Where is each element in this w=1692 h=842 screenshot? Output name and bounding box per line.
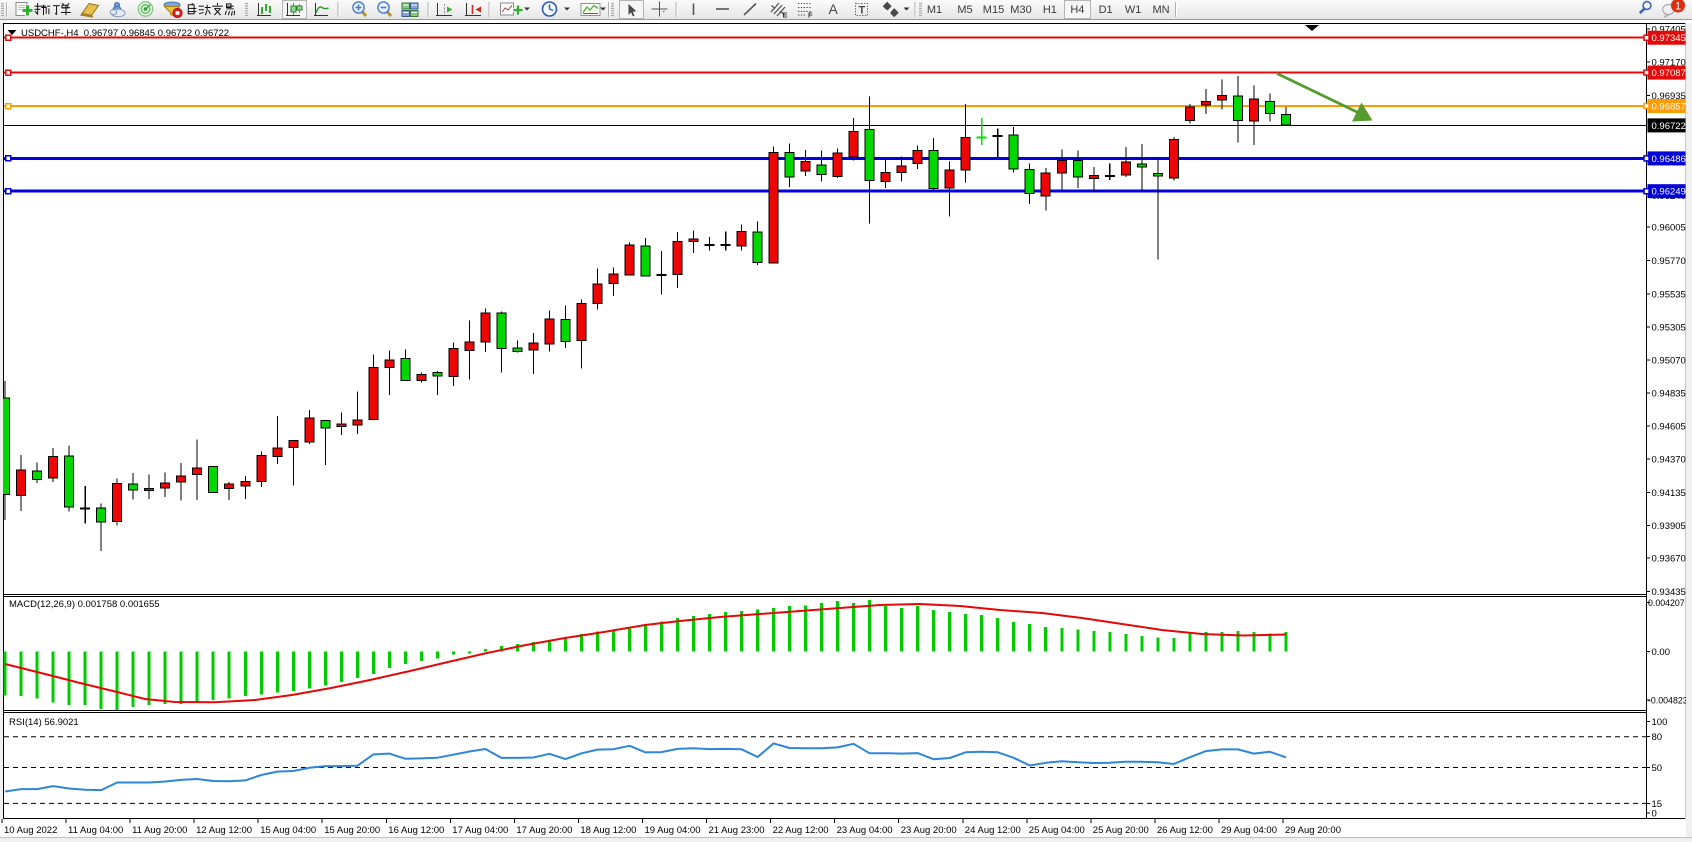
svg-text:23 Aug 20:00: 23 Aug 20:00: [901, 825, 957, 836]
svg-text:0.94370: 0.94370: [1652, 455, 1686, 466]
svg-text:29 Aug 04:00: 29 Aug 04:00: [1221, 825, 1277, 836]
svg-text:0.93435: 0.93435: [1652, 587, 1686, 598]
svg-text:0.96722: 0.96722: [1652, 121, 1686, 132]
svg-text:0.96249: 0.96249: [1652, 187, 1686, 198]
svg-text:0.96857: 0.96857: [1652, 102, 1686, 113]
svg-text:0: 0: [1652, 809, 1657, 820]
svg-text:W1: W1: [1125, 4, 1142, 16]
svg-text:D1: D1: [1099, 4, 1113, 16]
svg-text:0.97345: 0.97345: [1652, 33, 1686, 44]
svg-text:17 Aug 04:00: 17 Aug 04:00: [452, 825, 508, 836]
svg-text:0.96935: 0.96935: [1652, 91, 1686, 102]
svg-text:12 Aug 12:00: 12 Aug 12:00: [196, 825, 252, 836]
svg-text:0.00: 0.00: [1652, 647, 1671, 658]
svg-text:H1: H1: [1043, 4, 1057, 16]
svg-text:0.97405: 0.97405: [1652, 24, 1686, 35]
svg-text:25 Aug 20:00: 25 Aug 20:00: [1093, 825, 1149, 836]
svg-text:0.94135: 0.94135: [1652, 488, 1686, 499]
svg-text:11 Aug 04:00: 11 Aug 04:00: [68, 825, 123, 836]
svg-text:18 Aug 12:00: 18 Aug 12:00: [580, 825, 636, 836]
svg-text:-0.004823: -0.004823: [1648, 696, 1688, 706]
svg-text:11 Aug 20:00: 11 Aug 20:00: [132, 825, 187, 836]
svg-text:0.93905: 0.93905: [1652, 521, 1686, 532]
svg-text:H4: H4: [1070, 4, 1084, 16]
svg-text:25 Aug 04:00: 25 Aug 04:00: [1029, 825, 1085, 836]
svg-text:50: 50: [1652, 763, 1663, 774]
svg-text:24 Aug 12:00: 24 Aug 12:00: [965, 825, 1021, 836]
svg-text:0.94835: 0.94835: [1652, 389, 1686, 400]
svg-text:15 Aug 04:00: 15 Aug 04:00: [260, 825, 316, 836]
svg-text:MACD(12,26,9) 0.001758 0.00165: MACD(12,26,9) 0.001758 0.001655: [9, 599, 160, 610]
svg-text:0.94605: 0.94605: [1652, 422, 1686, 433]
svg-text:0.97170: 0.97170: [1652, 58, 1686, 69]
svg-text:0.95770: 0.95770: [1652, 256, 1686, 267]
svg-text:0.95535: 0.95535: [1652, 289, 1686, 300]
svg-text:0.93670: 0.93670: [1652, 554, 1686, 565]
svg-text:17 Aug 20:00: 17 Aug 20:00: [516, 825, 572, 836]
svg-text:16 Aug 12:00: 16 Aug 12:00: [388, 825, 444, 836]
svg-text:M5: M5: [957, 4, 972, 16]
svg-text:T: T: [859, 5, 866, 17]
svg-text:RSI(14) 56.9021: RSI(14) 56.9021: [9, 717, 79, 728]
svg-text:10 Aug 2022: 10 Aug 2022: [4, 825, 57, 836]
svg-text:F: F: [808, 11, 813, 20]
svg-text:29 Aug 20:00: 29 Aug 20:00: [1285, 825, 1341, 836]
svg-text:15 Aug 20:00: 15 Aug 20:00: [324, 825, 380, 836]
svg-text:A: A: [829, 1, 839, 17]
svg-text:0.96486: 0.96486: [1652, 154, 1686, 165]
svg-text:19 Aug 04:00: 19 Aug 04:00: [645, 825, 701, 836]
svg-text:26 Aug 12:00: 26 Aug 12:00: [1157, 825, 1213, 836]
svg-text:100: 100: [1652, 717, 1668, 728]
svg-text:1: 1: [1675, 1, 1681, 13]
svg-text:21 Aug 23:00: 21 Aug 23:00: [709, 825, 765, 836]
svg-text:M30: M30: [1010, 4, 1031, 16]
svg-text:M1: M1: [927, 4, 942, 16]
svg-text:80: 80: [1652, 732, 1663, 743]
svg-text:MN: MN: [1152, 4, 1169, 16]
svg-text:E: E: [783, 11, 788, 20]
svg-text:15: 15: [1652, 799, 1663, 810]
svg-text:0.004207: 0.004207: [1648, 598, 1685, 608]
svg-text:USDCHF-,H4 0.96797 0.96845 0.: USDCHF-,H4 0.96797 0.96845 0.96722 0.967…: [21, 28, 229, 39]
svg-text:23 Aug 04:00: 23 Aug 04:00: [837, 825, 893, 836]
svg-text:0.95070: 0.95070: [1652, 356, 1686, 367]
svg-text:M15: M15: [983, 4, 1004, 16]
svg-text:22 Aug 12:00: 22 Aug 12:00: [773, 825, 829, 836]
svg-text:0.96005: 0.96005: [1652, 223, 1686, 234]
svg-text:0.95305: 0.95305: [1652, 323, 1686, 334]
svg-text:0.97087: 0.97087: [1652, 68, 1686, 79]
